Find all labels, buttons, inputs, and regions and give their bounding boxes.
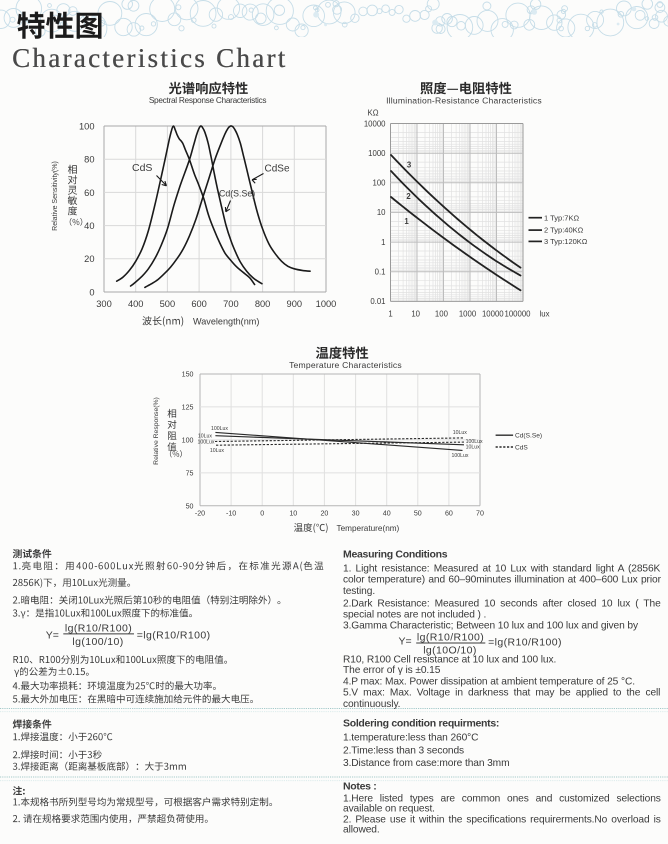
- svg-text:10Lux: 10Lux: [198, 433, 213, 439]
- svg-text:2. Please use it within the sp: 2. Please use it within the specificatio…: [343, 814, 661, 825]
- svg-text:lg(R10/R100): lg(R10/R100): [417, 631, 484, 643]
- svg-text:The error of γ is ±0.15: The error of γ is ±0.15: [343, 665, 441, 676]
- svg-text:900: 900: [287, 299, 303, 309]
- svg-text:40: 40: [383, 509, 391, 517]
- svg-text:10: 10: [411, 309, 420, 318]
- svg-text:available on request.: available on request.: [343, 804, 435, 815]
- svg-text:70: 70: [476, 509, 484, 517]
- svg-text:testing.: testing.: [343, 586, 375, 597]
- svg-text:Y=: Y=: [399, 636, 412, 648]
- svg-text:-10: -10: [226, 509, 236, 517]
- svg-text:CdSe: CdSe: [265, 164, 290, 175]
- svg-text:lg(100/10): lg(100/10): [72, 636, 123, 648]
- svg-text:4.P max: Max. Power dissipatio: 4.P max: Max. Power dissipation at ambie…: [343, 676, 635, 687]
- svg-text:125: 125: [182, 403, 194, 411]
- svg-text:700: 700: [223, 299, 239, 309]
- svg-text:Temperature Characteristics: Temperature Characteristics: [289, 360, 402, 370]
- svg-text:Relative Response(%): Relative Response(%): [153, 397, 160, 465]
- svg-text:75: 75: [186, 469, 194, 477]
- svg-text:10: 10: [289, 509, 297, 517]
- svg-text:30: 30: [352, 509, 360, 517]
- svg-text:60: 60: [445, 509, 453, 517]
- svg-text:=lg(R10/R100): =lg(R10/R100): [137, 629, 211, 641]
- svg-text:lg(R10/R100): lg(R10/R100): [65, 622, 132, 634]
- svg-text:R10, R100 Cell resistance at 1: R10, R100 Cell resistance at 10 lux and …: [343, 654, 556, 665]
- svg-text:1000: 1000: [368, 149, 386, 158]
- svg-text:2: 2: [406, 192, 411, 201]
- svg-text:Cd(S.Se): Cd(S.Se): [515, 433, 542, 440]
- svg-text:continuously.: continuously.: [343, 699, 400, 710]
- svg-text:special notes are not included: special notes are not included ) .: [343, 610, 486, 621]
- svg-text:1 Typ:7KΩ: 1 Typ:7KΩ: [544, 213, 579, 222]
- svg-text:60: 60: [84, 188, 94, 198]
- svg-text:Illumination-Resistance Charac: Illumination-Resistance Characteristics: [386, 96, 542, 106]
- svg-text:1000: 1000: [316, 299, 337, 309]
- svg-text:0: 0: [89, 287, 94, 297]
- svg-text:Relative Sensitivity(%): Relative Sensitivity(%): [52, 161, 59, 231]
- svg-text:50: 50: [186, 502, 194, 510]
- svg-text:100000: 100000: [504, 309, 531, 318]
- svg-text:150: 150: [182, 371, 194, 379]
- svg-text:100Lux: 100Lux: [197, 440, 214, 446]
- svg-text:lg(10O/10): lg(10O/10): [423, 645, 477, 657]
- svg-text:400: 400: [128, 299, 144, 309]
- svg-text:color temperature) and 60–90mi: color temperature) and 60–90minutes illu…: [343, 575, 662, 586]
- svg-text:1: 1: [381, 238, 385, 247]
- svg-text:Cd(S.Se): Cd(S.Se): [219, 188, 255, 198]
- svg-text:3.Distance from case:more than: 3.Distance from case:more than 3mm: [343, 758, 509, 769]
- svg-text:100: 100: [372, 179, 386, 188]
- svg-text:10: 10: [377, 208, 386, 217]
- svg-text:2.Time:less than 3 seconds: 2.Time:less than 3 seconds: [343, 746, 464, 757]
- svg-text:80: 80: [84, 155, 94, 165]
- svg-text:1.Here listed types are common: 1.Here listed types are common ones and …: [343, 794, 661, 805]
- svg-text:100Lux: 100Lux: [466, 439, 483, 445]
- svg-text:10Lux: 10Lux: [210, 448, 225, 454]
- svg-text:CdS: CdS: [515, 445, 528, 452]
- svg-text:10000: 10000: [482, 309, 504, 318]
- svg-text:allowed.: allowed.: [343, 824, 380, 835]
- svg-text:=lg(R10/R100): =lg(R10/R100): [488, 637, 562, 649]
- svg-text:2.Dark Resistance: Measured 10: 2.Dark Resistance: Measured 10 seconds a…: [343, 599, 661, 610]
- svg-text:CdS: CdS: [132, 162, 152, 174]
- svg-text:1000: 1000: [459, 309, 477, 318]
- svg-text:100: 100: [79, 121, 95, 131]
- svg-text:1.temperature:less than 260°C: 1.temperature:less than 260°C: [343, 733, 478, 744]
- svg-text:10Lux: 10Lux: [453, 430, 468, 436]
- svg-text:10000: 10000: [364, 119, 386, 128]
- svg-text:3 Typ:120KΩ: 3 Typ:120KΩ: [544, 237, 588, 246]
- svg-text:0.01: 0.01: [370, 297, 385, 306]
- svg-text:2 Typ:40KΩ: 2 Typ:40KΩ: [544, 226, 584, 235]
- svg-text:Temperature(nm): Temperature(nm): [337, 524, 400, 533]
- svg-text:3.Gamma Characteristic; Betwee: 3.Gamma Characteristic; Between 10 lux a…: [343, 621, 639, 632]
- svg-text:0: 0: [260, 509, 264, 517]
- svg-text:20: 20: [84, 254, 94, 264]
- svg-text:Notes :: Notes :: [343, 781, 377, 793]
- svg-text:50: 50: [414, 509, 422, 517]
- svg-text:0.1: 0.1: [375, 268, 386, 277]
- svg-text:lux: lux: [540, 309, 550, 318]
- svg-text:100: 100: [182, 436, 194, 444]
- svg-text:3: 3: [407, 161, 412, 170]
- svg-text:1. Light resistance: Measured: 1. Light resistance: Measured at 10 Lux …: [343, 563, 661, 574]
- svg-text:Measuring Conditions: Measuring Conditions: [343, 549, 448, 561]
- svg-text:1: 1: [404, 217, 409, 226]
- svg-text:KΩ: KΩ: [368, 109, 379, 118]
- svg-text:1: 1: [388, 309, 392, 318]
- svg-text:600: 600: [191, 299, 207, 309]
- svg-text:Spectral Response Characterist: Spectral Response Characteristics: [149, 95, 267, 105]
- svg-text:-20: -20: [195, 509, 205, 517]
- svg-text:100Lux: 100Lux: [211, 426, 228, 432]
- svg-text:Soldering condition requirment: Soldering condition requirments:: [343, 718, 499, 730]
- svg-text:500: 500: [160, 299, 176, 309]
- svg-text:100Lux: 100Lux: [452, 453, 469, 459]
- svg-text:40: 40: [84, 221, 94, 231]
- svg-text:Y=: Y=: [46, 629, 59, 641]
- svg-text:10Lux: 10Lux: [466, 444, 481, 450]
- svg-text:300: 300: [96, 299, 112, 309]
- svg-text:Wavelength(nm): Wavelength(nm): [193, 317, 259, 327]
- svg-text:20: 20: [320, 509, 328, 517]
- svg-text:5.V max: Max. Voltage in darkn: 5.V max: Max. Voltage in darkness that m…: [343, 688, 660, 699]
- svg-text:800: 800: [255, 299, 271, 309]
- svg-text:100: 100: [435, 309, 449, 318]
